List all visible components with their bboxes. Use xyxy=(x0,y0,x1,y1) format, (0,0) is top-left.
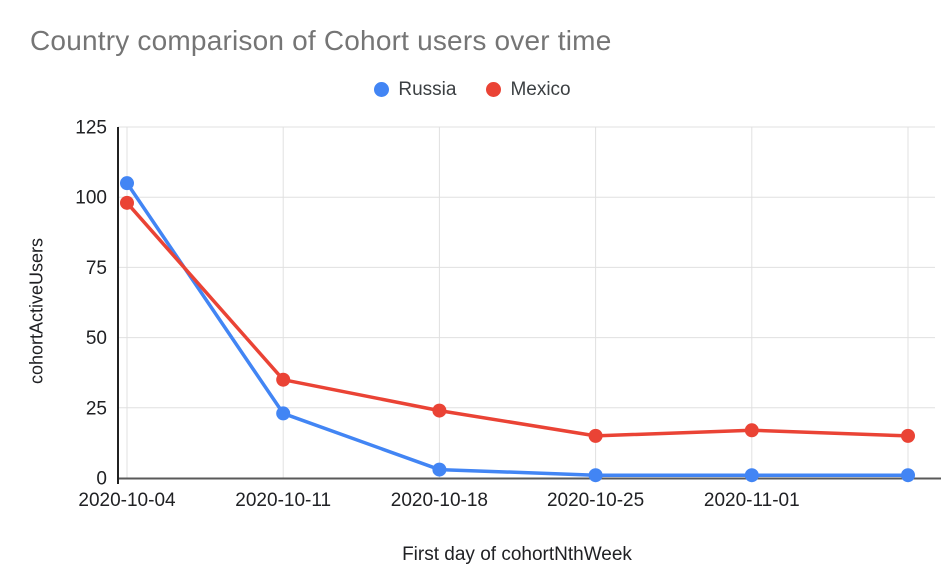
x-tick-label: 2020-10-25 xyxy=(547,490,644,511)
y-tick-label: 75 xyxy=(86,258,107,279)
y-axis-title: cohortActiveUsers xyxy=(26,237,47,385)
data-point-russia xyxy=(276,406,291,421)
data-point-russia xyxy=(120,176,134,191)
legend-item-mexico: Mexico xyxy=(486,79,571,100)
y-tick-label: 100 xyxy=(75,188,107,209)
y-tick-label: 125 xyxy=(75,118,107,139)
x-tick-label: 2020-11-01 xyxy=(704,490,800,511)
series-line-russia xyxy=(125,181,910,477)
data-point-mexico xyxy=(432,403,447,418)
legend-item-russia: Russia xyxy=(374,80,456,99)
x-tick-label: 2020-10-11 xyxy=(235,490,331,511)
data-point-mexico xyxy=(744,423,759,438)
chart-title: Country comparison of Cohort users over … xyxy=(30,25,612,56)
legend-dot-russia-icon xyxy=(374,82,390,97)
data-point-mexico xyxy=(120,195,134,210)
data-point-russia xyxy=(744,468,759,483)
y-tick-label: 25 xyxy=(86,398,107,419)
y-tick-label: 50 xyxy=(86,328,107,349)
x-axis-title: First day of cohortNthWeek xyxy=(402,544,632,565)
legend-dot-mexico-icon xyxy=(486,82,502,97)
x-tick-label: 2020-10-18 xyxy=(391,490,488,511)
legend-label-russia: Russia xyxy=(398,79,457,100)
series-line-mexico xyxy=(125,201,910,438)
data-point-russia xyxy=(901,468,915,483)
legend-label-mexico: Mexico xyxy=(510,79,571,100)
legend: Russia Mexico xyxy=(0,80,945,99)
data-point-russia xyxy=(588,468,603,483)
data-point-mexico xyxy=(276,372,291,387)
data-point-mexico xyxy=(588,428,603,443)
x-tick-label: 2020-10-04 xyxy=(78,490,176,511)
data-point-mexico xyxy=(901,428,915,443)
y-tick-label: 0 xyxy=(96,469,107,490)
data-point-russia xyxy=(432,462,447,477)
